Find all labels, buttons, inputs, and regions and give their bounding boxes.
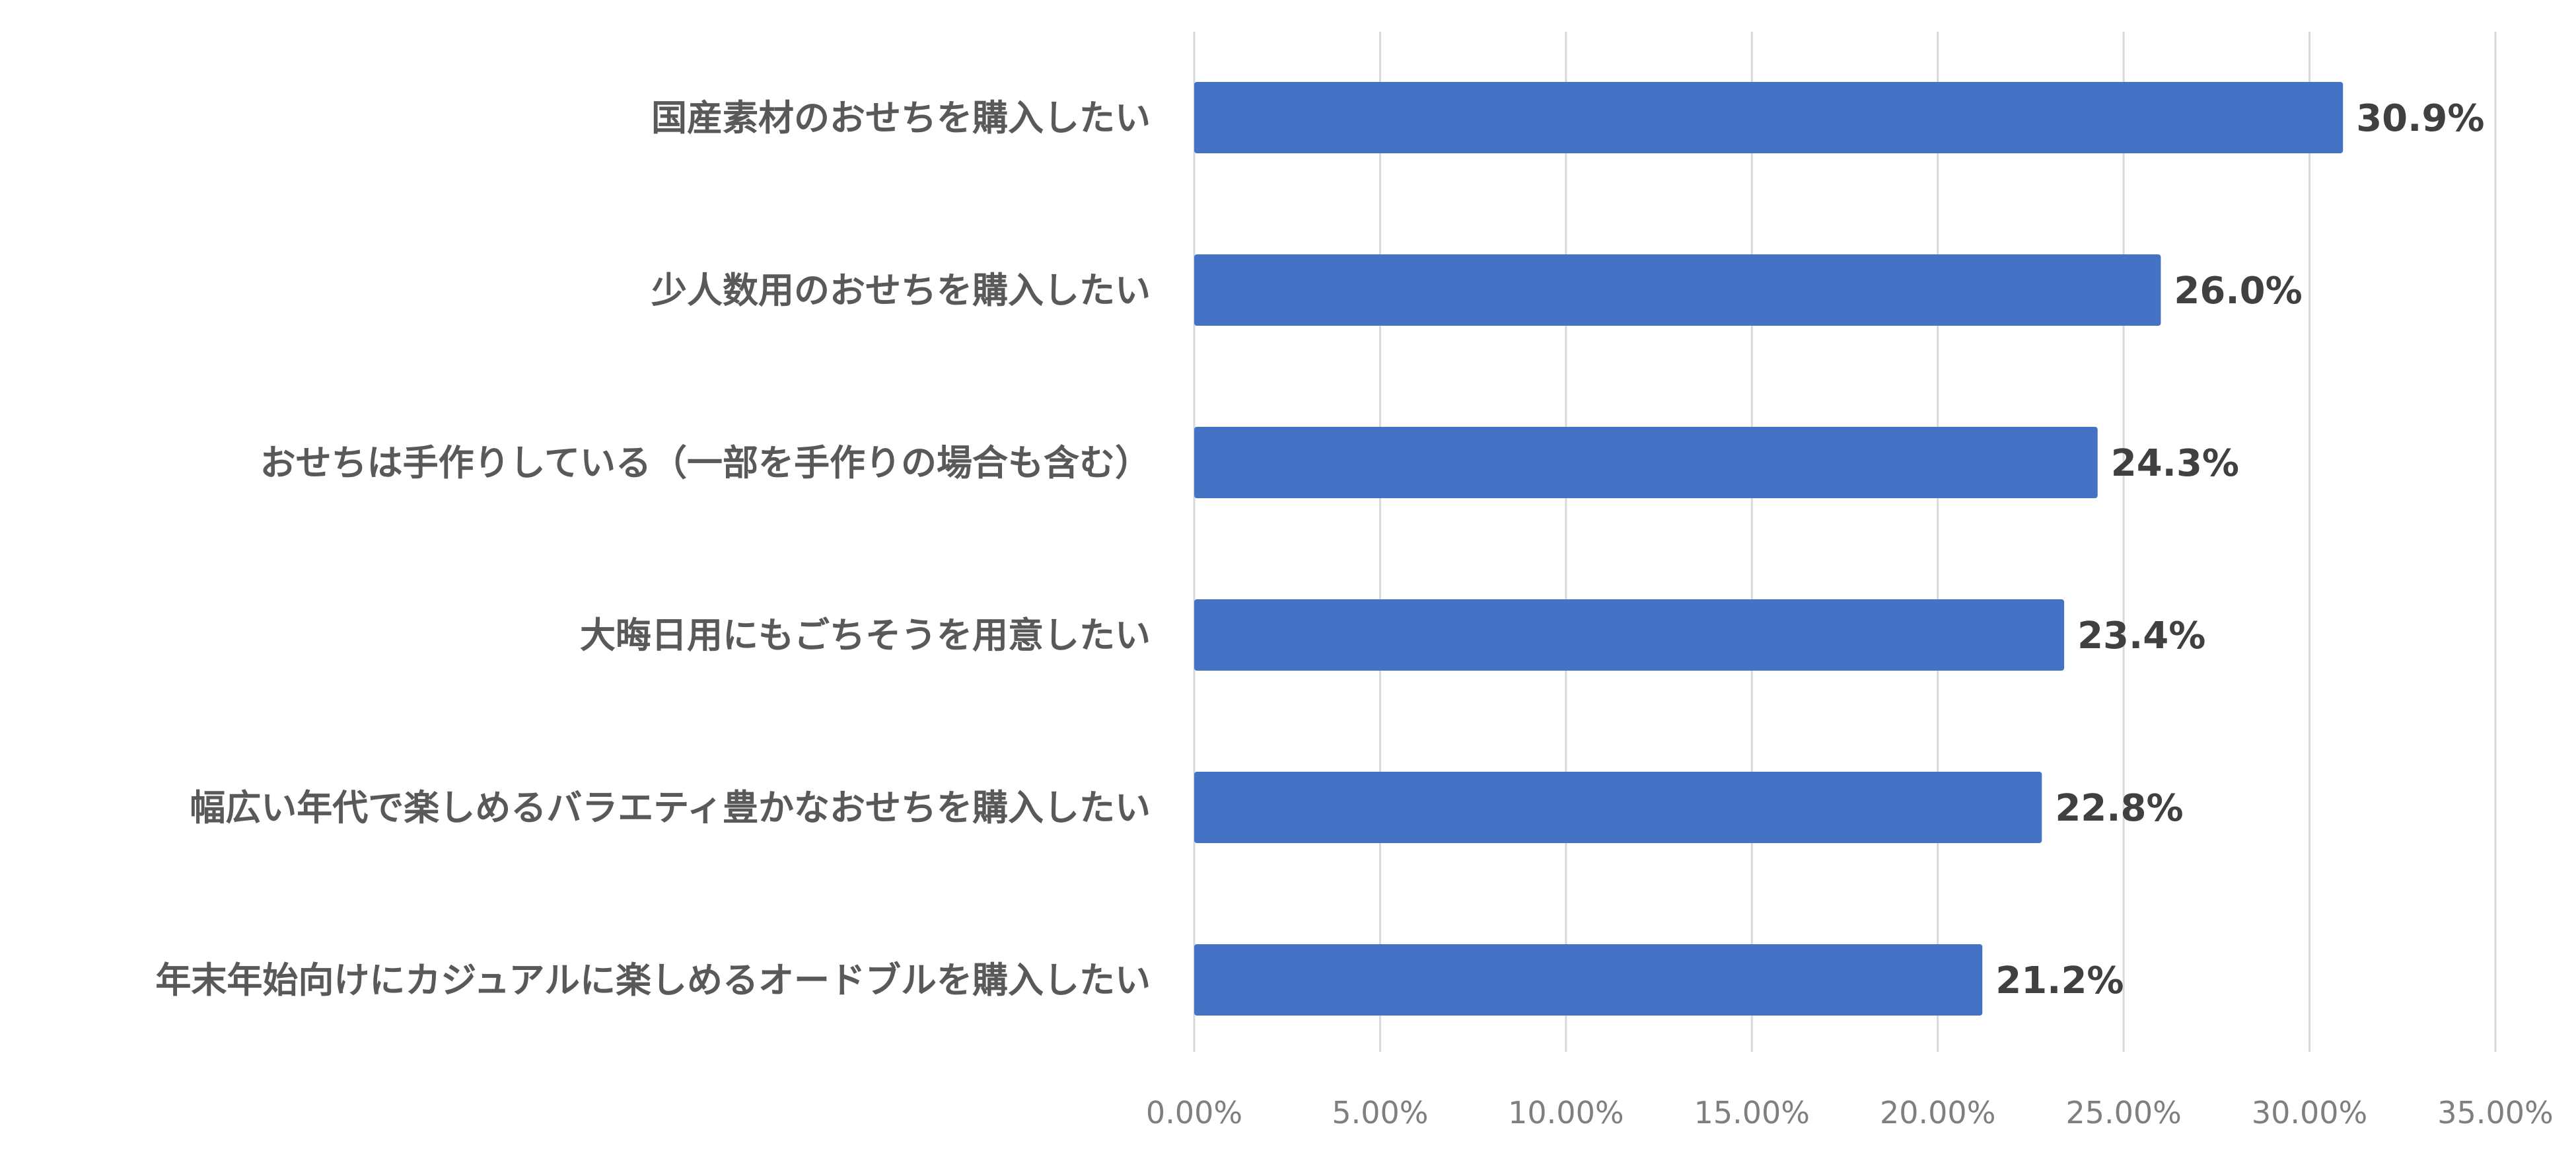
category-label: おせちは手作りしている（一部を手作りの場合も含む） xyxy=(260,442,1151,484)
x-tick-label: 25.00% xyxy=(2065,1095,2181,1131)
category-label: 国産素材のおせちを購入したい xyxy=(651,97,1151,139)
data-label: 23.4% xyxy=(2077,614,2205,657)
x-axis-tick-labels: 0.00% 5.00% 10.00% 15.00% 20.00% 25.00% 30.00%… xyxy=(1146,1095,2554,1131)
category-label: 年末年始向けにカジュアルに楽しめるオードブルを購入したい xyxy=(155,959,1151,1001)
category-label: 幅広い年代で楽しめるバラエティ豊かなおせちを購入したい xyxy=(190,787,1151,829)
x-tick-label: 5.00% xyxy=(1332,1095,1428,1131)
value-labels: 30.9% 26.0% 24.3% 23.4% 22.8% 21.2% xyxy=(1995,97,2484,1002)
bar xyxy=(1194,82,2343,153)
bar xyxy=(1194,427,2098,498)
data-label: 21.2% xyxy=(1995,959,2124,1002)
x-tick-label: 30.00% xyxy=(2252,1095,2367,1131)
x-tick-label: 10.00% xyxy=(1508,1095,1624,1131)
data-label: 24.3% xyxy=(2111,442,2239,485)
data-label: 30.9% xyxy=(2356,97,2484,140)
category-label: 大晦日用にもごちそうを用意したい xyxy=(580,614,1151,656)
x-tick-label: 20.00% xyxy=(1880,1095,1995,1131)
bar xyxy=(1194,599,2065,671)
bar xyxy=(1194,944,1983,1016)
x-tick-label: 15.00% xyxy=(1694,1095,1810,1131)
x-tick-label: 0.00% xyxy=(1146,1095,1242,1131)
x-tick-label: 35.00% xyxy=(2437,1095,2553,1131)
bar xyxy=(1194,254,2161,326)
category-label: 少人数用のおせちを購入したい xyxy=(651,270,1151,311)
data-label: 22.8% xyxy=(2055,787,2183,830)
category-labels: 国産素材のおせちを購入したい少人数用のおせちを購入したいおせちは手作りしている（… xyxy=(155,97,1151,1001)
bar xyxy=(1194,772,2042,843)
bars xyxy=(1194,82,2343,1016)
data-label: 26.0% xyxy=(2174,270,2302,313)
gridlines xyxy=(1193,32,2497,1052)
